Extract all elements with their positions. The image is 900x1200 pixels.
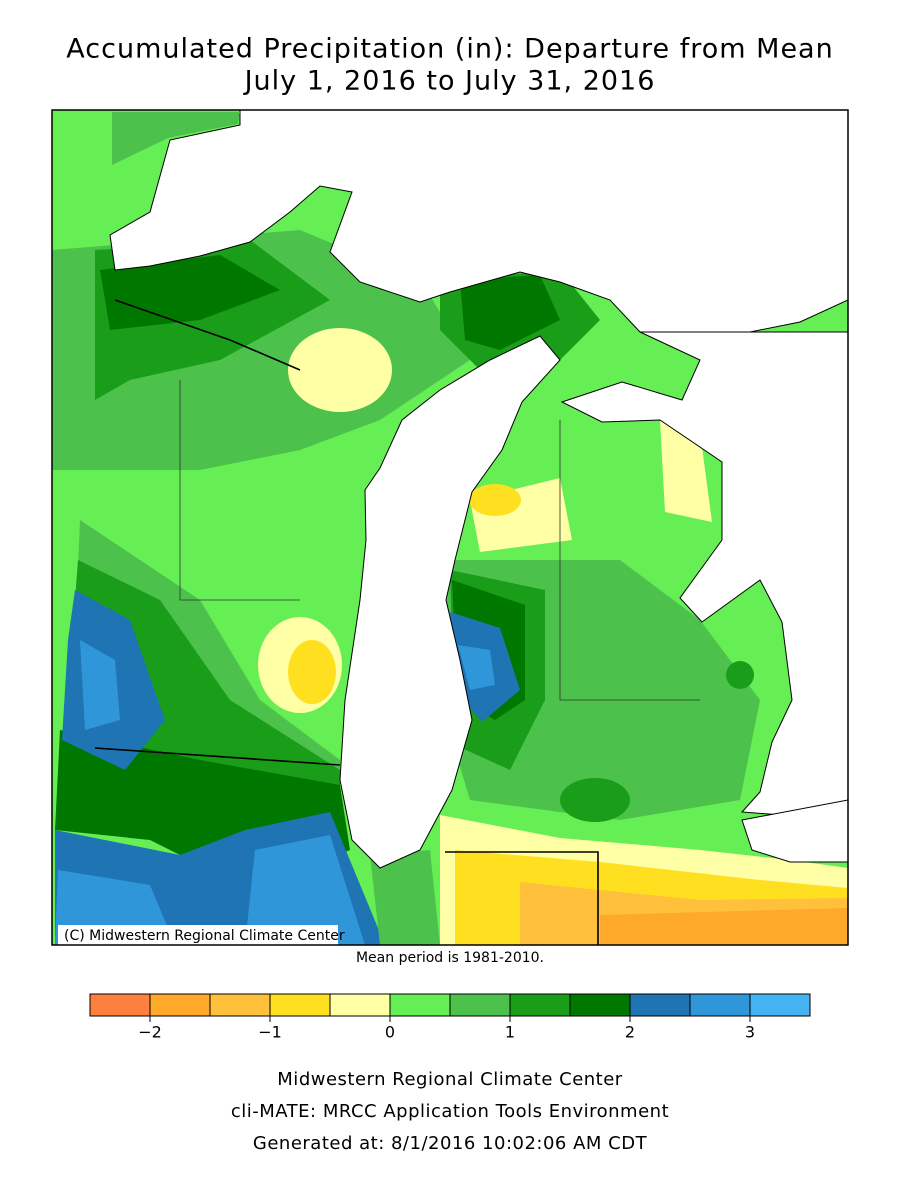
tick-label: −1: [258, 1023, 282, 1042]
county-border: [179, 380, 300, 601]
region: [600, 908, 848, 945]
lake-michigan: [339, 335, 561, 869]
tick-label: −2: [138, 1023, 162, 1042]
footer-line: cli-MATE: MRCC Application Tools Environ…: [231, 1101, 669, 1122]
footer-line: Generated at: 8/1/2016 10:02:06 AM CDT: [253, 1133, 648, 1154]
color-box: [149, 993, 211, 1017]
color-box: [509, 993, 571, 1017]
color-box: [689, 993, 751, 1017]
footer-line: Midwestern Regional Climate Center: [277, 1069, 623, 1090]
color-box: [629, 993, 691, 1017]
credit: (C) Midwestern Regional Climate Center: [64, 928, 345, 944]
region: [370, 850, 440, 945]
region: [460, 275, 560, 350]
region: [288, 640, 336, 704]
color-box: [389, 993, 451, 1017]
color-box: [89, 993, 151, 1017]
state-border: [445, 851, 599, 945]
color-box: [329, 993, 391, 1017]
tick-label: 2: [625, 1023, 635, 1042]
title: Accumulated Precipitation (in): Departur…: [66, 34, 833, 65]
region: [288, 328, 392, 412]
tick-label: 0: [385, 1023, 395, 1042]
region: [112, 112, 240, 165]
lake-huron: [560, 331, 848, 821]
state-border: [114, 299, 301, 371]
map-frame: [51, 109, 849, 946]
color-box: [749, 993, 811, 1017]
lake-superior: [109, 110, 848, 343]
region: [726, 661, 754, 689]
tick-label: 3: [745, 1023, 755, 1042]
region: [560, 778, 630, 822]
region: [80, 640, 120, 730]
color-box: [569, 993, 631, 1017]
map: [52, 110, 848, 945]
region: [469, 484, 521, 516]
state-border: [94, 747, 341, 766]
credit-box: [58, 925, 338, 945]
mean-note: Mean period is 1981-2010.: [356, 950, 544, 966]
color-box: [449, 993, 511, 1017]
colorbar: −2 −1 0 1 2 3: [89, 993, 811, 1042]
color-box: [269, 993, 331, 1017]
region: [458, 645, 495, 690]
county-border: [559, 420, 700, 701]
region: [245, 835, 365, 945]
subtitle: July 1, 2016 to July 31, 2016: [243, 66, 656, 97]
lake-erie: [741, 799, 848, 863]
color-box: [209, 993, 271, 1017]
tick-label: 1: [505, 1023, 515, 1042]
